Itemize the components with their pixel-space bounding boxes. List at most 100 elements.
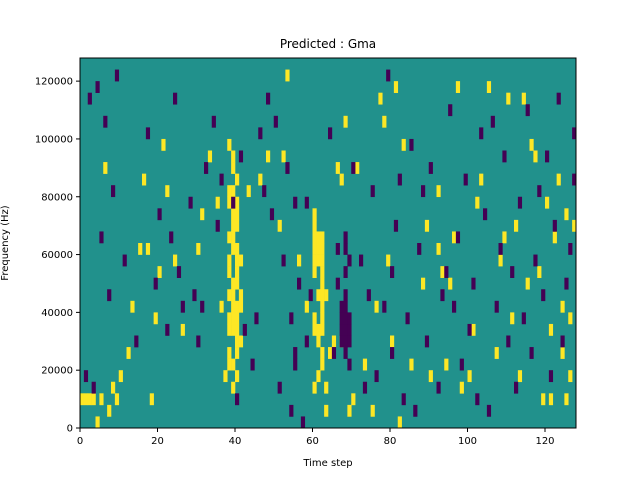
heatmap-cell-low xyxy=(83,370,89,383)
heatmap-cell-low xyxy=(498,243,503,255)
heatmap-cell-high xyxy=(238,289,244,302)
heatmap-cell-low xyxy=(483,208,488,221)
heatmap-cell-low xyxy=(347,323,352,336)
heatmap-cell-low xyxy=(169,231,174,244)
heatmap-cell-low xyxy=(176,266,182,278)
heatmap-cell-high xyxy=(227,323,232,336)
heatmap-cell-low xyxy=(428,162,433,174)
heatmap-cell-low xyxy=(552,219,557,232)
heatmap-cell-low xyxy=(103,115,108,128)
heatmap-cell-low xyxy=(343,289,348,302)
heatmap-cell-low xyxy=(211,115,216,128)
heatmap-cell-low xyxy=(196,335,201,348)
heatmap-cell-high xyxy=(324,381,329,394)
heatmap-cell-low xyxy=(304,196,309,209)
heatmap-cell-low xyxy=(339,312,344,325)
heatmap-cell-high xyxy=(331,335,337,348)
heatmap-cell-low xyxy=(517,196,523,209)
heatmap-cell-low xyxy=(421,185,426,198)
heatmap-cell-high xyxy=(207,150,213,163)
heatmap-cell-low xyxy=(343,231,348,244)
heatmap-cell-low xyxy=(87,92,92,105)
heatmap-cell-high xyxy=(568,312,573,325)
heatmap-cell-high xyxy=(459,381,464,394)
heatmap-cell-high xyxy=(80,393,85,406)
heatmap-cell-low xyxy=(289,404,294,417)
heatmap-cell-low xyxy=(204,162,209,174)
heatmap-cell-low xyxy=(250,358,255,371)
heatmap-cell-high xyxy=(316,243,321,255)
heatmap-cell-high xyxy=(467,370,472,383)
heatmap-cell-low xyxy=(486,404,492,417)
heatmap-cell-low xyxy=(145,127,151,140)
heatmap-cell-high xyxy=(494,347,499,359)
heatmap-cell-high xyxy=(455,81,461,93)
heatmap-cell-high xyxy=(231,219,236,232)
x-axis: 0 20 40 60 80 100 120 xyxy=(77,428,555,447)
heatmap-cells xyxy=(80,58,577,429)
heatmap-cell-high xyxy=(409,358,414,371)
heatmap-cell-low xyxy=(273,115,278,128)
heatmap-cell-low xyxy=(343,243,348,255)
heatmap-cell-high xyxy=(351,393,356,406)
heatmap-cell-high xyxy=(537,266,542,278)
x-tick-label: 60 xyxy=(306,436,319,447)
heatmap-cell-high xyxy=(510,312,515,325)
heatmap-cell-low xyxy=(362,381,368,394)
heatmap-cell-high xyxy=(312,219,317,232)
heatmap-cell-high xyxy=(227,347,232,359)
heatmap-cell-low xyxy=(463,173,468,186)
heatmap-cell-low xyxy=(308,289,313,302)
heatmap-cell-high xyxy=(320,289,325,302)
heatmap-cell-low xyxy=(386,69,391,82)
heatmap-cell-high xyxy=(393,81,399,93)
y-tick-label: 120000 xyxy=(35,77,73,88)
heatmap-cell-high xyxy=(83,393,89,406)
heatmap-cell-high xyxy=(231,312,236,325)
heatmap-cell-high xyxy=(231,231,236,244)
heatmap-cell-high xyxy=(568,370,573,383)
heatmap-cell-low xyxy=(153,277,158,290)
heatmap-cell-high xyxy=(428,370,433,383)
heatmap-cell-low xyxy=(157,208,162,221)
heatmap-cell-high xyxy=(312,208,317,221)
heatmap-cell-low xyxy=(405,312,410,325)
heatmap-cell-high xyxy=(521,92,526,105)
x-axis-label: Time step xyxy=(302,458,352,469)
y-axis: 0 20000 40000 60000 80000 100000 120000 xyxy=(35,77,80,435)
heatmap-cell-high xyxy=(564,208,569,221)
heatmap-cell-high xyxy=(328,347,333,359)
heatmap-cell-low xyxy=(490,115,495,128)
heatmap-cell-high xyxy=(471,323,476,336)
heatmap-cell-high xyxy=(355,162,360,174)
heatmap-cell-high xyxy=(238,335,244,348)
heatmap-cell-high xyxy=(138,243,143,255)
heatmap-cell-low xyxy=(192,289,197,302)
heatmap-cell-high xyxy=(235,243,240,255)
heatmap-cell-low xyxy=(269,208,275,221)
heatmap-cell-low xyxy=(111,185,116,198)
heatmap-cell-low xyxy=(382,300,387,313)
heatmap-cell-high xyxy=(545,196,550,209)
heatmap-cell-high xyxy=(312,381,317,394)
heatmap-cell-high xyxy=(347,404,352,417)
heatmap-cell-low xyxy=(370,185,375,198)
heatmap-cell-low xyxy=(277,381,282,394)
heatmap-cell-low xyxy=(188,196,193,209)
heatmap-cell-low xyxy=(285,162,290,174)
heatmap-cell-high xyxy=(114,393,120,406)
heatmap-cell-low xyxy=(343,323,348,336)
heatmap-cell-low xyxy=(293,347,298,359)
x-tick-label: 20 xyxy=(151,436,164,447)
heatmap-cell-low xyxy=(506,335,511,348)
heatmap-cell-low xyxy=(293,196,298,209)
heatmap-cell-low xyxy=(331,347,337,359)
heatmap-cell-high xyxy=(231,358,236,371)
heatmap-cell-low xyxy=(467,323,472,336)
heatmap-cell-low xyxy=(560,335,565,348)
heatmap-cell-low xyxy=(347,312,352,325)
heatmap-cell-high xyxy=(153,312,158,325)
heatmap-cell-high xyxy=(145,243,151,255)
heatmap-cell-low xyxy=(390,347,395,359)
heatmap-cell-high xyxy=(506,92,511,105)
